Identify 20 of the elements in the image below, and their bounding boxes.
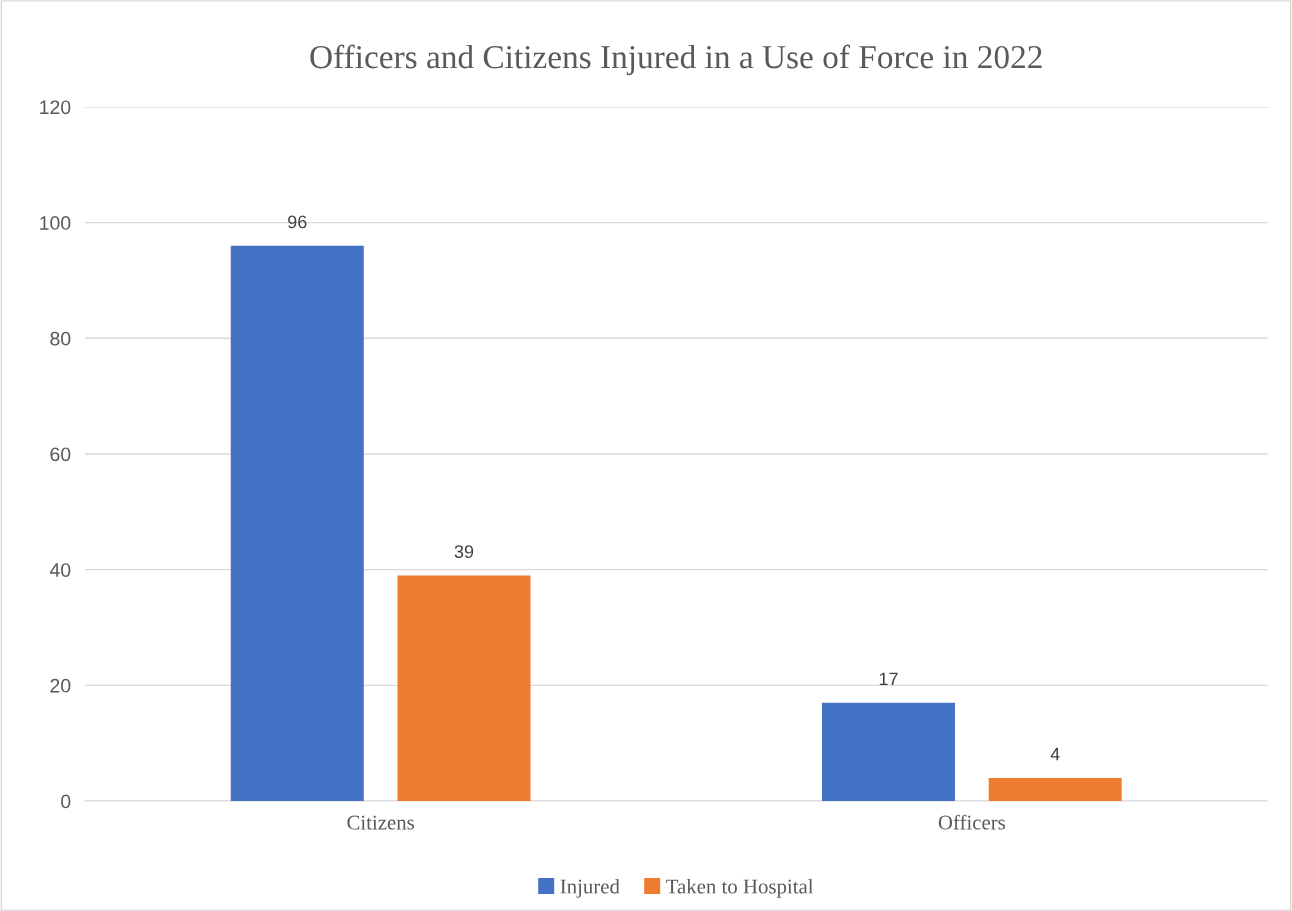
bar — [988, 777, 1122, 802]
y-tick-label: 100 — [40, 216, 71, 230]
y-tick-label: 0 — [61, 794, 71, 809]
bar — [821, 702, 955, 802]
data-label: 17 — [879, 672, 898, 686]
data-label: 96 — [288, 215, 307, 229]
legend-label: Taken to Hospital — [666, 878, 814, 898]
y-tick-label: 60 — [50, 447, 71, 462]
bar — [397, 575, 531, 802]
y-tick-label: 80 — [50, 331, 71, 346]
bar — [230, 245, 364, 802]
legend-label: Injured — [560, 878, 620, 898]
chart-title: Officers and Citizens Injured in a Use of Force in 2022 — [310, 44, 1042, 76]
data-label: 4 — [1050, 747, 1060, 761]
y-tick-label: 120 — [40, 100, 71, 115]
x-tick-label: Officers — [938, 814, 1006, 830]
data-label: 39 — [454, 545, 474, 559]
x-tick-label: Citizens — [347, 815, 415, 830]
y-tick-label: 40 — [49, 563, 71, 577]
y-tick-label: 20 — [50, 678, 71, 693]
